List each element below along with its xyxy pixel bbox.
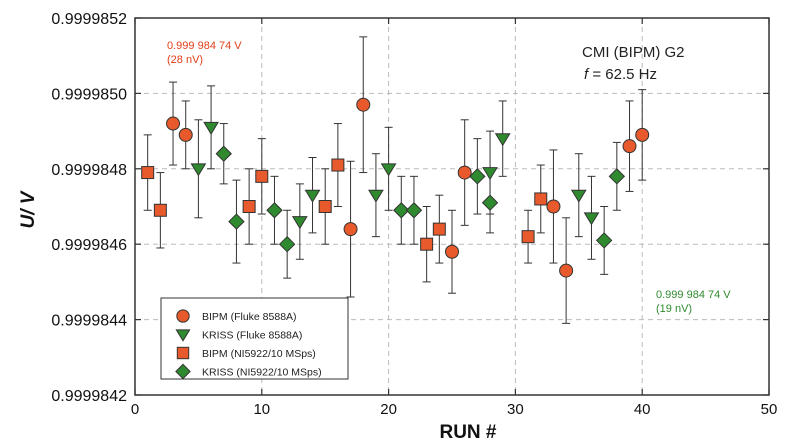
data-point-series-2 (380, 163, 397, 177)
data-point-series-4 (608, 168, 626, 185)
data-point-series-2 (368, 189, 384, 203)
data-point-series-4 (228, 213, 245, 230)
legend-marker-2 (175, 329, 191, 342)
annotation-green-value: 0.999 984 74 V (656, 289, 731, 301)
x-tick-label: 10 (253, 401, 270, 418)
legend-marker-1 (176, 309, 190, 323)
data-point-series-3 (420, 237, 434, 251)
cmi-frequency-value: = 62.5 Hz (588, 66, 657, 83)
data-point-series-2 (570, 189, 587, 203)
y-axis-title: U/ V (18, 190, 39, 228)
data-point-series-2 (482, 167, 498, 181)
cmi-frequency: f = 62.5 Hz (584, 66, 657, 83)
y-tick-label: 0.9999852 (51, 11, 127, 28)
cmi-frequency-symbol: f (584, 66, 590, 83)
annotation-red-value: 0.999 984 74 V (167, 40, 242, 52)
data-point-series-3 (534, 192, 548, 206)
x-tick-label: 50 (761, 401, 778, 418)
y-tick-label: 0.9999844 (51, 313, 127, 330)
legend-label-3: BIPM (NI5922/10 MSps) (202, 348, 316, 360)
data-point-series-4 (266, 202, 283, 219)
x-tick-label: 40 (634, 401, 651, 418)
x-axis-title: RUN # (439, 422, 496, 442)
data-point-series-1 (622, 139, 637, 154)
y-tick-label: 0.9999850 (51, 86, 127, 103)
data-point-series-3 (242, 200, 256, 213)
data-point-series-4 (215, 145, 232, 162)
legend: BIPM (Fluke 8588A) KRISS (Fluke 8588A) BIP… (160, 297, 349, 380)
data-point-series-4 (405, 202, 423, 219)
x-tick-label: 0 (131, 401, 139, 418)
legend-label-2: KRISS (Fluke 8588A) (202, 330, 302, 342)
legend-box (160, 297, 349, 380)
y-tick-label: 0.9999842 (51, 388, 127, 405)
data-point-series-4 (469, 168, 486, 185)
data-point-series-4 (481, 194, 499, 211)
data-point-series-2 (304, 189, 321, 203)
data-point-series-1 (635, 127, 650, 142)
data-point-series-2 (291, 216, 308, 230)
annotation-red-uncertainty: (28 nV) (167, 54, 203, 66)
data-point-series-1 (457, 165, 472, 180)
data-point-series-4 (393, 202, 410, 219)
data-point-series-1 (356, 97, 371, 112)
x-tick-label: 30 (507, 401, 524, 418)
annotation-green-uncertainty: (19 nV) (656, 303, 692, 315)
legend-label-4: KRISS (NI5922/10 MSps) (202, 367, 322, 379)
legend-marker-3 (176, 346, 190, 360)
x-tick-label: 20 (380, 401, 397, 418)
y-tick-label: 0.9999846 (51, 237, 127, 254)
legend-marker-4 (175, 363, 191, 380)
data-point-series-3 (432, 222, 446, 236)
data-point-series-1 (166, 116, 181, 131)
data-point-series-3 (331, 158, 345, 172)
data-point-series-1 (178, 127, 193, 142)
data-point-series-3 (255, 169, 269, 183)
data-point-series-1 (559, 263, 574, 278)
data-point-series-2 (190, 163, 207, 177)
data-point-series-3 (318, 200, 332, 213)
data-point-series-1 (546, 199, 561, 214)
data-point-series-2 (203, 121, 219, 135)
legend-items: BIPM (Fluke 8588A) KRISS (Fluke 8588A) BIP… (175, 309, 322, 380)
x-tick-labels: 0 10 20 30 40 50 (131, 401, 778, 418)
data-point-series-1 (445, 244, 459, 259)
y-tick-labels: 0.9999842 0.9999844 0.9999846 0.9999848 0.99… (51, 11, 127, 405)
data-point-series-3 (141, 166, 155, 180)
cmi-title: CMI (BIPM) G2 (582, 44, 685, 61)
data-point-series-4 (278, 235, 296, 253)
y-tick-label: 0.9999848 (51, 162, 127, 179)
data-point-series-4 (595, 232, 613, 249)
data-point-series-2 (583, 212, 600, 226)
data-markers (141, 97, 650, 278)
plot-frame (134, 17, 770, 396)
data-point-series-3 (153, 203, 167, 217)
data-point-series-1 (343, 222, 358, 237)
data-point-series-3 (521, 230, 535, 244)
data-point-series-2 (494, 133, 511, 147)
legend-label-1: BIPM (Fluke 8588A) (202, 311, 297, 323)
